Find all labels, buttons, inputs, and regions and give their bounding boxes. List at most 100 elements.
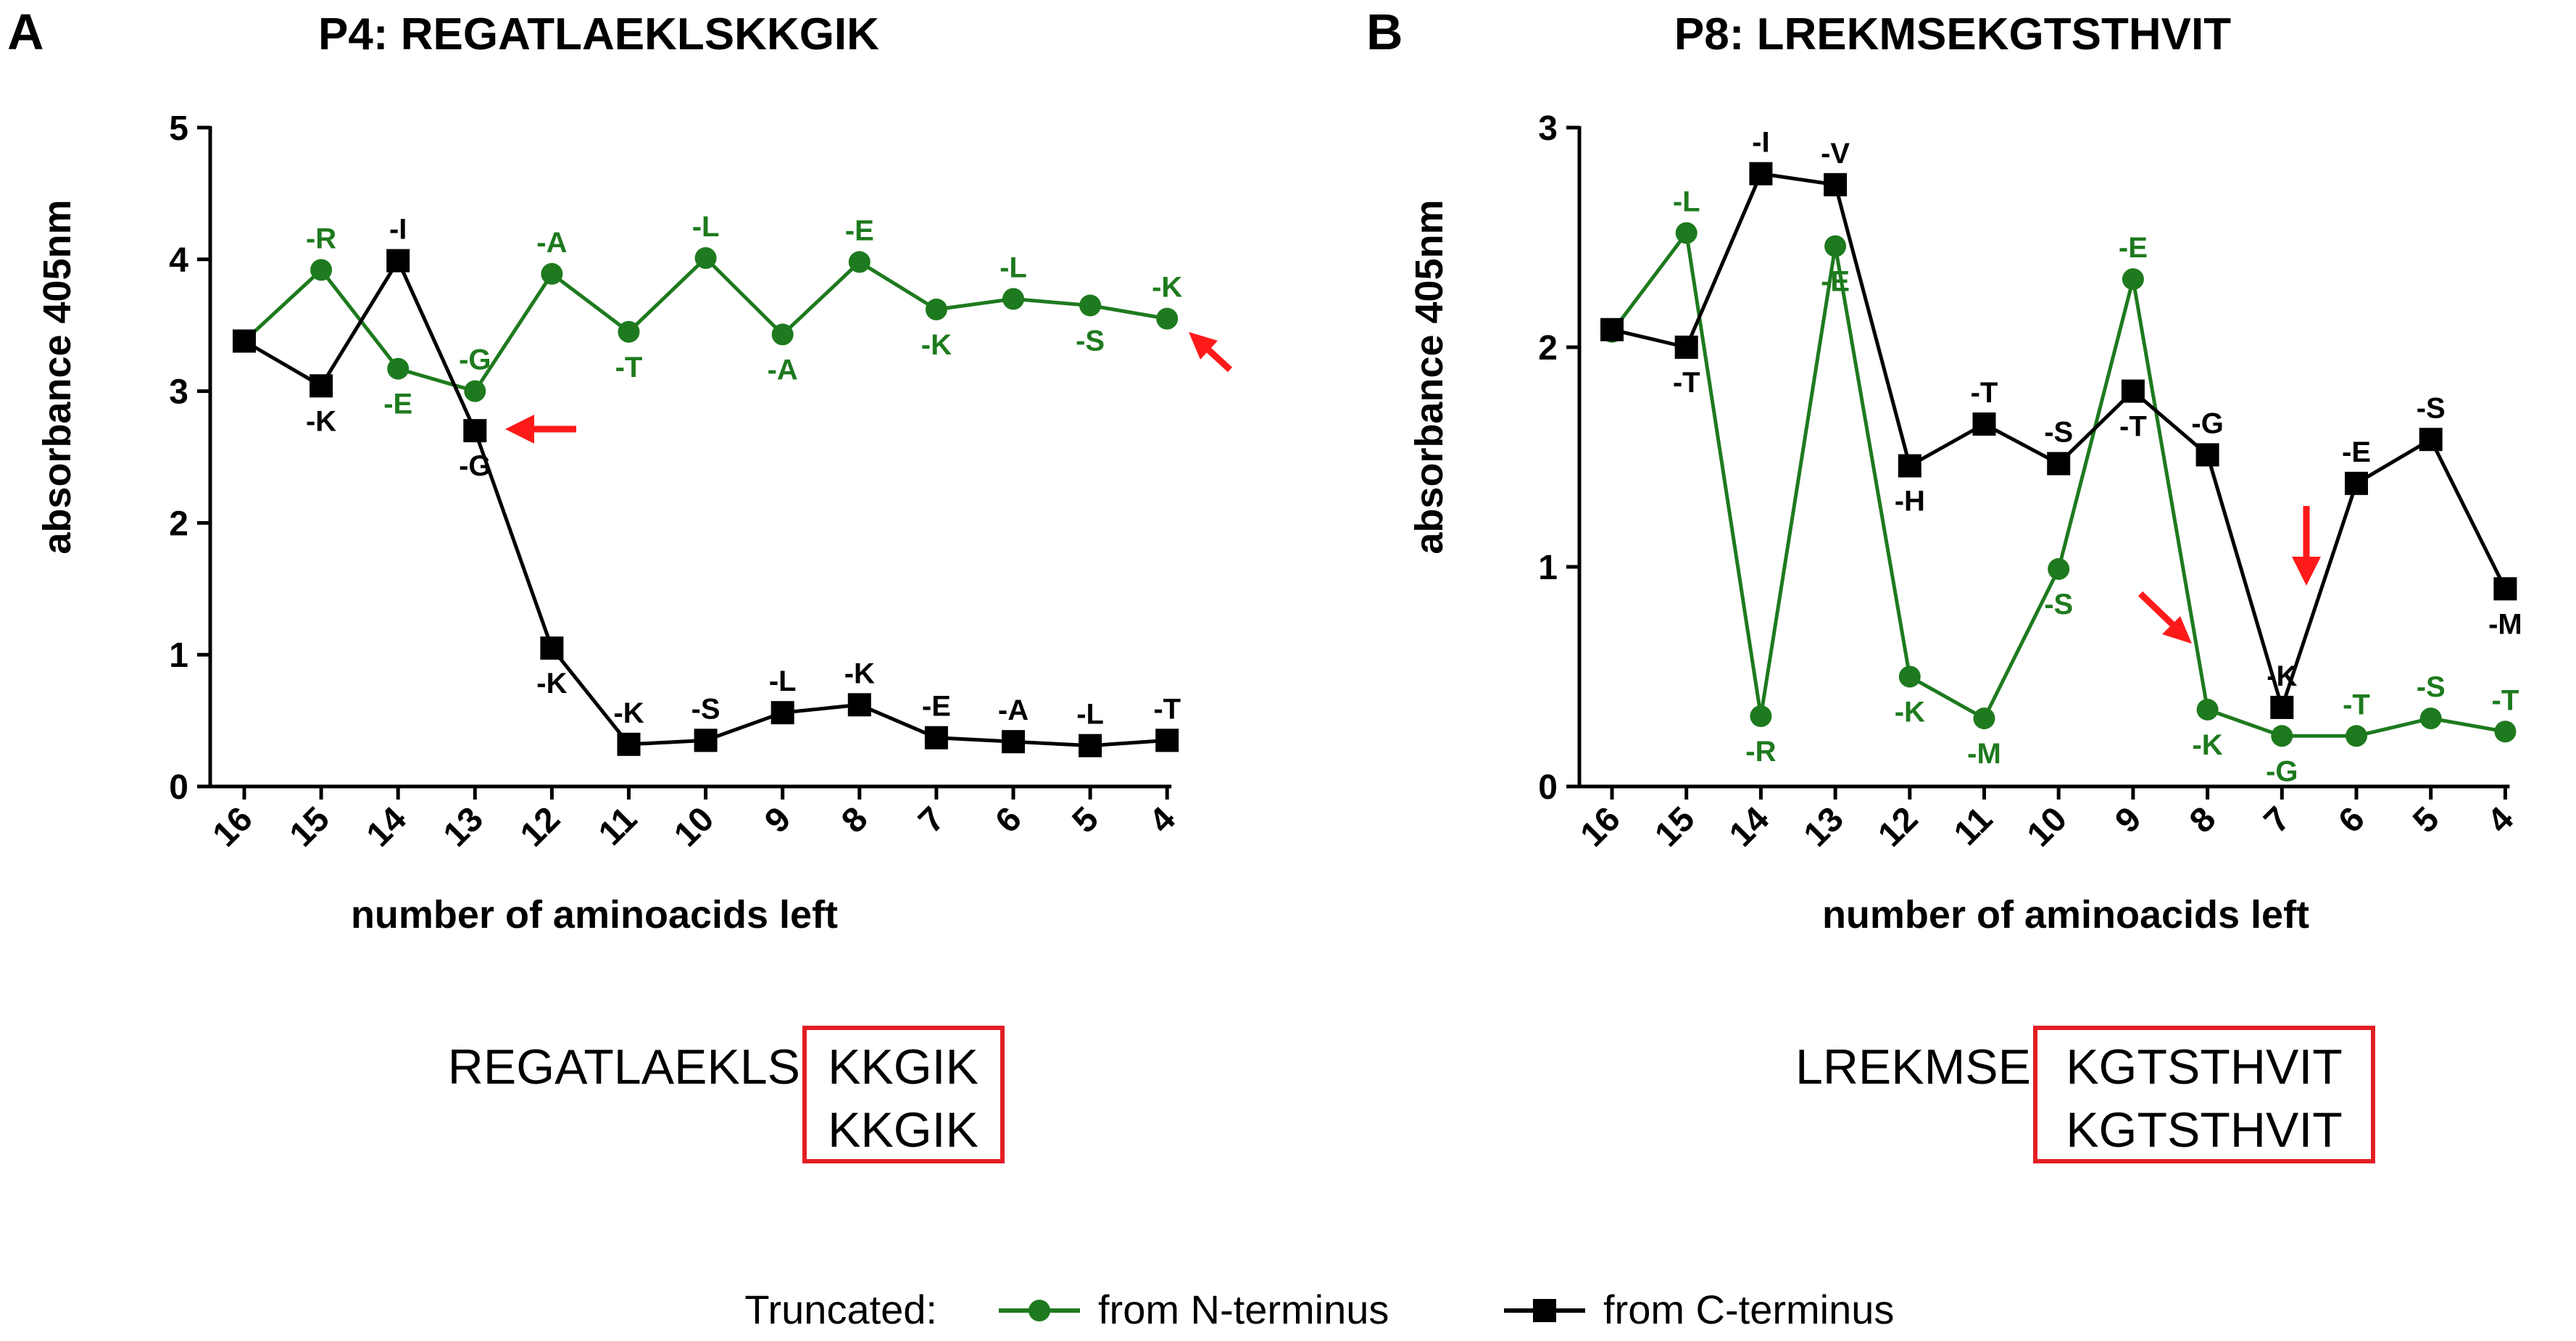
x-tick-label: 7 — [911, 800, 952, 840]
data-point-c-terminus — [1749, 162, 1773, 186]
data-point-c-terminus — [1674, 336, 1698, 359]
data-point-n-terminus — [1156, 307, 1179, 330]
legend-label-n-terminus: from N-terminus — [1098, 1287, 1389, 1332]
data-label: -T — [2119, 411, 2147, 443]
x-tick-label: 16 — [206, 800, 260, 854]
data-point-c-terminus — [2493, 577, 2517, 601]
series-line-n-terminus — [243, 255, 1168, 394]
data-point-n-terminus — [310, 259, 333, 281]
y-tick-label: 3 — [1538, 109, 1558, 148]
panel-b-arrow-c-terminus — [2292, 506, 2321, 586]
data-label: -A — [536, 227, 567, 259]
data-point-c-terminus — [386, 249, 410, 273]
panel-a-y-axis-title: absorbance 405nm — [36, 199, 79, 554]
panel-b-letter: B — [1366, 4, 1403, 60]
data-point-c-terminus — [2419, 428, 2443, 452]
data-label: -K — [2267, 660, 2297, 692]
data-label: -S — [2417, 671, 2446, 703]
x-tick-label: 12 — [513, 800, 568, 854]
data-label: -E — [922, 691, 951, 723]
data-label: -L — [1076, 699, 1104, 731]
data-label: -A — [768, 354, 798, 386]
panel-a-arrow-c-terminus — [505, 415, 576, 444]
x-tick-label: 13 — [1797, 800, 1851, 854]
data-point-n-terminus — [1675, 222, 1698, 244]
x-tick-label: 7 — [2257, 800, 2298, 840]
data-point-c-terminus — [617, 732, 641, 756]
data-point-n-terminus — [618, 320, 640, 343]
panel-b-x-axis-title: number of aminoacids left — [1822, 893, 2309, 937]
data-label: -I — [1752, 127, 1769, 159]
data-label: -G — [2266, 755, 2298, 787]
data-label: -K — [613, 697, 644, 729]
legend-item-n-terminus: from N-terminus — [999, 1287, 1389, 1332]
data-label: -T — [2343, 689, 2370, 721]
data-label: -E — [2119, 232, 2148, 264]
y-tick-label: 1 — [169, 636, 188, 675]
data-label: -A — [998, 694, 1029, 726]
legend: Truncated: from N-terminus from C-termin… — [744, 1287, 1894, 1332]
data-label: -M — [2488, 608, 2522, 640]
y-tick-label: 0 — [1538, 768, 1558, 807]
data-label: -T — [1673, 367, 1700, 399]
panel-a-title: P4: REGATLAEKLSKKGIK — [318, 9, 879, 59]
data-label: -I — [389, 214, 407, 246]
data-label: -K — [306, 405, 336, 437]
data-point-n-terminus — [848, 251, 871, 273]
data-point-c-terminus — [2195, 443, 2219, 467]
panel-a-letter: A — [7, 4, 44, 60]
panel-a-seq-box — [802, 1026, 1005, 1163]
data-label: -L — [769, 665, 797, 697]
data-point-n-terminus — [2494, 721, 2517, 743]
x-tick-label: 14 — [1722, 800, 1777, 854]
data-point-c-terminus — [1002, 730, 1025, 754]
y-tick-label: 0 — [169, 768, 188, 807]
data-point-n-terminus — [541, 262, 563, 285]
x-tick-label: 4 — [1142, 800, 1184, 841]
data-point-c-terminus — [1155, 728, 1179, 752]
x-tick-label: 8 — [834, 800, 875, 840]
data-label: -L — [692, 211, 720, 243]
data-point-c-terminus — [2047, 452, 2071, 476]
data-label: -H — [1895, 486, 1925, 518]
data-point-c-terminus — [2121, 379, 2145, 403]
data-label: -K — [1152, 272, 1182, 304]
data-label: -L — [1000, 252, 1027, 283]
y-tick-label: 2 — [1538, 329, 1558, 368]
data-point-n-terminus — [771, 323, 794, 346]
data-label: -K — [844, 657, 875, 689]
data-label: -R — [1745, 736, 1776, 768]
data-point-n-terminus — [2048, 558, 2070, 581]
data-point-c-terminus — [1079, 734, 1102, 757]
y-tick-label: 3 — [169, 373, 188, 412]
data-label: -S — [691, 693, 720, 725]
x-tick-label: 6 — [988, 800, 1029, 840]
panel-a-x-axis-title: number of aminoacids left — [351, 893, 838, 937]
panel-a-arrow-n-terminus — [1189, 332, 1233, 373]
data-point-n-terminus — [1079, 294, 1102, 317]
data-label: -G — [459, 450, 491, 482]
series-line-n-terminus — [1611, 228, 2506, 738]
panel-b-seq-core-top: KGTSTHVIT — [2066, 1039, 2343, 1095]
series-line-c-terminus — [243, 257, 1168, 748]
data-label: -K — [2192, 729, 2222, 761]
x-tick-label: 8 — [2182, 800, 2223, 840]
data-point-n-terminus — [1750, 705, 1772, 728]
panel-b-y-axis-title: absorbance 405nm — [1408, 199, 1451, 554]
data-point-c-terminus — [770, 701, 794, 725]
x-tick-label: 14 — [360, 800, 414, 854]
data-point-n-terminus — [1002, 288, 1024, 310]
panel-a-seq-prefix: REGATLAEKLS — [448, 1039, 800, 1095]
data-label: -M — [1967, 738, 2001, 770]
data-label: -E — [845, 215, 874, 246]
data-point-n-terminus — [2346, 725, 2367, 747]
data-label: -G — [2191, 407, 2223, 439]
x-tick-label: 10 — [667, 800, 721, 854]
x-tick-label: 10 — [2020, 800, 2074, 854]
x-tick-label: 12 — [1871, 800, 1925, 854]
data-point-n-terminus — [2271, 725, 2293, 747]
x-tick-label: 11 — [591, 800, 644, 852]
legend-title: Truncated: — [744, 1287, 937, 1332]
panel-b-arrow-n-terminus — [2137, 591, 2192, 644]
